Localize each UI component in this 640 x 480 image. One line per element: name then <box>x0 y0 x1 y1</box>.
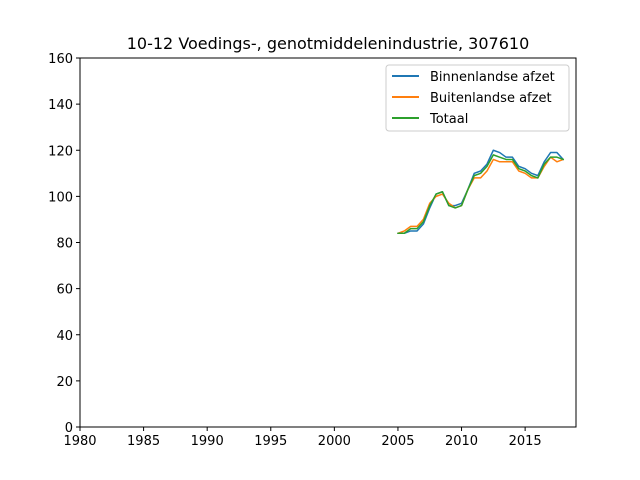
y-tick-label: 0 <box>65 421 73 436</box>
x-tick-label: 2015 <box>509 434 542 449</box>
x-tick-label: 1990 <box>191 434 224 449</box>
series-line-3 <box>397 154 565 235</box>
x-tick-label: 1985 <box>127 434 160 449</box>
y-tick-label: 60 <box>56 283 73 298</box>
y-axis: 0 20 40 60 80 100 120 140 160 <box>48 52 80 436</box>
y-tick-label: 80 <box>56 237 73 252</box>
x-tick-label: 2000 <box>318 434 351 449</box>
x-tick-label: 1980 <box>63 434 96 449</box>
series-line-1 <box>397 149 565 235</box>
y-tick-label: 120 <box>48 144 73 159</box>
x-axis: 1980 1985 1990 1995 2000 2005 2010 2015 <box>63 427 542 449</box>
legend-label-3: Totaal <box>429 112 468 127</box>
y-tick-label: 140 <box>48 98 73 113</box>
y-tick-label: 20 <box>56 375 73 390</box>
chart-title: 10-12 Voedings-, genotmiddelenindustrie,… <box>127 34 530 53</box>
legend-label-2: Buitenlandse afzet <box>430 91 552 106</box>
x-tick-label: 2010 <box>445 434 478 449</box>
x-tick-label: 2005 <box>381 434 414 449</box>
series-layer <box>397 149 565 235</box>
y-tick-label: 100 <box>48 190 73 205</box>
legend-label-1: Binnenlandse afzet <box>430 70 555 85</box>
y-tick-label: 160 <box>48 52 73 67</box>
x-tick-label: 1995 <box>254 434 287 449</box>
legend: Binnenlandse afzet Buitenlandse afzet Tota… <box>385 64 570 132</box>
y-tick-label: 40 <box>56 329 73 344</box>
legend-box <box>385 64 570 132</box>
